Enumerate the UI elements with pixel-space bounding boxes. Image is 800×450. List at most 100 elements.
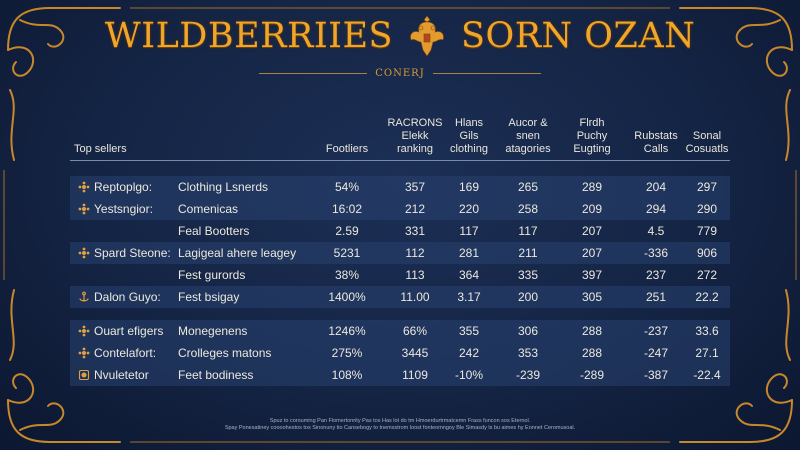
value-cell: 2.59 <box>335 224 359 238</box>
table-row: Dalon Guyo: Fest bsigay 1400% 11.00 3.17 200 3… <box>70 286 730 308</box>
value-cell: 779 <box>696 224 718 238</box>
column-header: Rubstats Calls <box>634 130 678 155</box>
value-cell: 305 <box>581 290 603 304</box>
column-header: Footliers <box>325 143 369 155</box>
table-row: Contelafort: Crolleges matons 275% 3445 242 3… <box>70 342 730 364</box>
seller-label: Ouart efigers <box>94 324 164 338</box>
column-header: Sonal Cosuatls <box>685 130 729 155</box>
subtitle-rule-right <box>432 72 541 74</box>
value-cell: 355 <box>458 324 480 338</box>
value-cell: -336 <box>643 246 669 260</box>
value-cell: 117 <box>518 224 538 238</box>
value-cell: 1400% <box>328 290 366 304</box>
header-divider <box>70 160 730 161</box>
value-cell: 113 <box>405 268 425 282</box>
value-cell: -239 <box>515 368 541 382</box>
value-cell: 275% <box>331 346 363 360</box>
seller-name: Spard Steone: <box>78 242 171 264</box>
value-cell: 207 <box>581 246 603 260</box>
category-cell: Lagigeal ahere leagey <box>178 246 297 260</box>
value-cell: 169 <box>458 180 480 194</box>
value-cell: 38% <box>334 268 360 282</box>
footnote: Spuz to corouming Pan Flomertonrity Pas … <box>224 418 576 431</box>
value-cell: 33.6 <box>695 324 719 338</box>
column-header: Flrdh Puchy Eugting <box>573 117 611 155</box>
seller-label: Spard Steone: <box>94 246 171 260</box>
seller-label: Yestsngior: <box>94 202 153 216</box>
value-cell: 1109 <box>402 368 428 382</box>
column-header: Top sellers <box>74 143 127 155</box>
value-cell: 281 <box>458 246 480 260</box>
value-cell: 112 <box>405 246 425 260</box>
value-cell: 289 <box>581 180 603 194</box>
value-cell: 353 <box>517 346 539 360</box>
value-cell: 27.1 <box>695 346 719 360</box>
anchor-ornament-icon <box>79 291 89 302</box>
table-row: Feal Bootters 2.59 331 117 117 207 4.5 779 <box>70 220 730 242</box>
value-cell: 4.5 <box>647 224 665 238</box>
square-ornament-icon <box>78 369 90 381</box>
value-cell: 364 <box>458 268 480 282</box>
double-eagle-crest-icon <box>410 15 444 57</box>
seller-name: Yestsngior: <box>78 198 153 220</box>
value-cell: 3.17 <box>457 290 481 304</box>
flower-ornament-icon <box>78 325 90 337</box>
value-cell: 331 <box>404 224 426 238</box>
value-cell: 108% <box>331 368 363 382</box>
value-cell: -289 <box>579 368 605 382</box>
category-cell: Fest bsigay <box>178 290 240 304</box>
value-cell: 220 <box>458 202 480 216</box>
value-cell: 237 <box>645 268 667 282</box>
value-cell: 200 <box>517 290 539 304</box>
value-cell: 294 <box>645 202 667 216</box>
seller-label: Contelafort: <box>94 346 157 360</box>
value-cell: 306 <box>517 324 539 338</box>
value-cell: -387 <box>643 368 669 382</box>
value-cell: 207 <box>581 224 603 238</box>
subtitle-rule-left <box>259 72 368 74</box>
value-cell: -247 <box>643 346 669 360</box>
value-cell: 357 <box>404 180 426 194</box>
value-cell: 212 <box>404 202 426 216</box>
value-cell: 11.00 <box>400 290 430 304</box>
value-cell: 290 <box>696 202 718 216</box>
title-right: SORN OZAN <box>461 16 696 56</box>
table-row: Ouart efigers Monegenens 1246% 66% 355 306 288… <box>70 320 730 342</box>
seller-label: Reptoplgo: <box>94 180 153 194</box>
value-cell: 117 <box>459 224 479 238</box>
value-cell: 22.2 <box>695 290 719 304</box>
value-cell: 209 <box>581 202 603 216</box>
value-cell: 297 <box>696 180 718 194</box>
value-cell: 272 <box>696 268 718 282</box>
column-header: Aucor & snen atagories <box>505 117 551 155</box>
value-cell: 1246% <box>328 324 366 338</box>
table-header: Top sellers Footliers RACRONS Elekk ranking H… <box>70 116 730 160</box>
seller-name: Dalon Guyo: <box>78 286 161 308</box>
table-row: Nvuletetor Feet bodiness 108% 1109 -10% -239 -… <box>70 364 730 386</box>
category-cell: Monegenens <box>178 324 248 338</box>
flower-ornament-icon <box>78 347 90 359</box>
category-cell: Clothing Lsnerds <box>178 180 269 194</box>
title-bar: WILDBERRIIES SORN OZAN <box>0 10 800 62</box>
value-cell: 251 <box>645 290 667 304</box>
value-cell: 265 <box>517 180 539 194</box>
flower-ornament-icon <box>78 247 90 259</box>
value-cell: 288 <box>581 324 603 338</box>
value-cell: 906 <box>696 246 718 260</box>
subtitle: CONERJ <box>375 67 425 79</box>
table-row: Fest gurords 38% 113 364 335 397 237 272 <box>70 264 730 286</box>
category-cell: Fest gurords <box>178 268 246 282</box>
category-cell: Feal Bootters <box>178 224 250 238</box>
category-cell: Feet bodiness <box>178 368 254 382</box>
column-header: RACRONS Elekk ranking <box>387 117 443 155</box>
title-left: WILDBERRIIES <box>104 16 394 56</box>
flower-ornament-icon <box>78 203 90 215</box>
category-cell: Comenicas <box>178 202 239 216</box>
value-cell: 258 <box>517 202 539 216</box>
category-cell: Crolleges matons <box>178 346 272 360</box>
value-cell: -10% <box>454 368 483 382</box>
value-cell: 3445 <box>401 346 429 360</box>
flower-ornament-icon <box>78 181 90 193</box>
value-cell: 397 <box>581 268 603 282</box>
seller-name: Reptoplgo: <box>78 176 152 198</box>
